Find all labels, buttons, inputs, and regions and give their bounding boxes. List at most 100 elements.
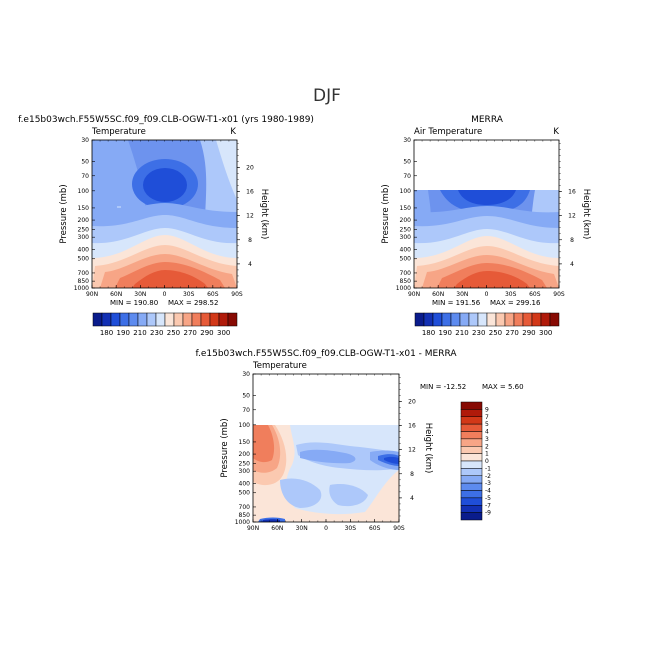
colorbar-label: 290 [200,329,213,337]
colorbar-label: -7 [485,502,491,509]
y-tick-label: 850 [400,278,412,285]
colorbar-label: 4 [485,429,489,436]
colorbar-cell [460,482,483,491]
panel-title-model: f.e15b03wch.F55W5SC.f09_f09.CLB-OGW-T1-x… [18,115,314,125]
colorbar-cell [531,312,542,327]
y-tick-label: 50 [242,393,250,400]
y-tick-label: 850 [239,512,251,519]
x-tick-label: 0 [324,525,328,532]
x-tick-label: 60N [432,291,444,298]
colorbar-cell [218,312,229,327]
colorbar-label: -2 [485,473,491,480]
colorbar-cell [460,497,483,506]
y-tick-label: 300 [400,234,412,241]
y-tick-label: 250 [400,226,412,233]
colorbar-label: 190 [439,329,452,337]
height-ticks-model: 20 16 12 8 4 [237,143,254,283]
colorbar-cell [137,312,148,327]
colorbar-cell [549,312,560,327]
panel-title-obs: MERRA [471,115,504,125]
x-tick-label: 60N [271,525,283,532]
colorbar-label: -5 [485,495,491,502]
units-label-obs: K [553,127,559,137]
colorbar-cell [460,460,483,469]
y-tick-label: 100 [400,188,412,195]
colorbar-cell [460,431,483,440]
colorbar-cell [155,312,166,327]
colorbar-cell [460,416,483,425]
y-tick-label: 700 [239,504,251,511]
min-label-model: MIN = 190.80 [110,299,158,307]
y-tick-label: 400 [400,246,412,253]
height-tick-label: 4 [570,261,574,268]
x-tick-label: 90N [408,291,420,298]
x-tick-label: 90S [393,525,405,532]
x-tick-label: 60S [369,525,381,532]
x-tick-label: 0 [485,291,489,298]
variable-label-obs: Air Temperature [414,127,482,137]
colorbar-cell [460,468,483,476]
units-label-model: K [230,127,236,137]
colorbar-cell [460,505,483,513]
colorbar-label: 300 [539,329,552,337]
colorbar-cell [110,312,121,327]
y-tick-label: 150 [239,439,251,446]
x-tick-label: 90S [553,291,565,298]
y-tick-label: 30 [81,137,89,144]
y-tick-label: 150 [400,205,412,212]
height-tick-label: 20 [408,398,416,405]
height-tick-label: 12 [568,213,576,220]
ylabel-right-model: Height (km) [259,189,269,240]
y-tick-label: 250 [239,460,251,467]
x-tick-label: 30S [183,291,195,298]
x-tick-label: 0 [163,291,167,298]
colorbar-model: 180 190 210 230 250 270 290 300 [92,312,238,337]
y-tick-label: 700 [78,270,90,277]
x-tick-label: 90N [247,525,259,532]
panel-difference: f.e15b03wch.F55W5SC.f09_f09.CLB-OGW-T1-x… [195,349,523,532]
colorbar-label: 270 [506,329,519,337]
y-tick-label: 30 [403,137,411,144]
colorbar-label: 1 [485,451,489,458]
colorbar-cell [200,312,211,327]
colorbar-label: 3 [485,436,489,443]
x-ticks-model: 90N 60N 30N 0 30S 60S 90S [86,140,243,298]
colorbar-cell [468,312,479,327]
contour-field-model [92,140,237,288]
colorbar-cell [495,312,506,327]
height-tick-label: 4 [248,261,252,268]
y-tick-label: 300 [78,234,90,241]
variable-label-difference: Temperature [252,361,307,371]
y-tick-label: 200 [78,217,90,224]
height-tick-label: 8 [248,237,252,244]
ylabel-right-difference: Height (km) [423,423,433,474]
colorbar-label: 230 [150,329,163,337]
y-tick-label: 400 [239,480,251,487]
colorbar-label: -9 [485,510,491,517]
y-tick-label: 850 [78,278,90,285]
colorbar-obs: 180 190 210 230 250 270 290 300 [414,312,560,337]
y-tick-label: 300 [239,468,251,475]
y-tick-label: 100 [239,422,251,429]
colorbar-cell [522,312,533,327]
min-label-obs: MIN = 191.56 [432,299,481,307]
colorbar-cell [432,312,443,327]
colorbar-label: 7 [485,414,489,421]
x-tick-label: 90N [86,291,98,298]
x-tick-label: 30S [345,525,357,532]
colorbar-cell [460,453,483,462]
colorbar-cell [182,312,193,327]
y-tick-label: 200 [400,217,412,224]
y-tick-label: 500 [400,256,412,263]
colorbar-label: 250 [167,329,180,337]
height-ticks-difference: 20 16 12 8 4 [399,377,416,517]
height-tick-label: 16 [246,189,254,196]
colorbar-cell [459,312,470,327]
x-tick-label: 60N [110,291,122,298]
y-tick-label: 500 [78,256,90,263]
colorbar-cell [460,438,483,447]
colorbar-label: 300 [217,329,230,337]
y-tick-label: 70 [403,173,411,180]
